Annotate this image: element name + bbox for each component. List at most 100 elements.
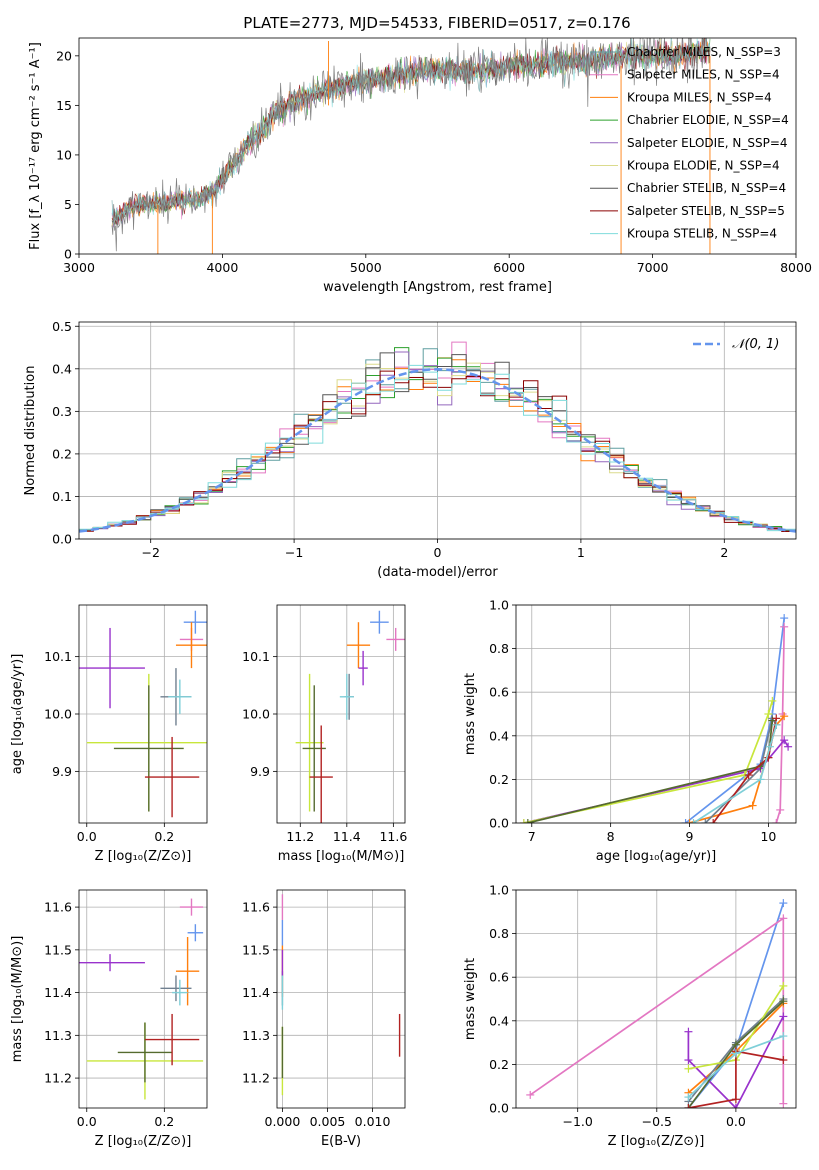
mass-vs-Z-ytick-label: 11.4	[44, 985, 72, 1000]
spectrum-xlabel: wavelength [Angstrom, rest frame]	[323, 280, 552, 295]
residuals-ytick-label: 0.2	[52, 446, 72, 461]
age-vs-mass-grid	[277, 605, 405, 823]
age-vs-mass-ytick-label: 9.9	[250, 764, 270, 779]
mass-vs-Z-xtick-label: 0.2	[154, 1114, 174, 1129]
age-vs-mass-xtick-label: 11.2	[286, 829, 314, 844]
mass-vs-Z-ytick-label: 11.3	[44, 1028, 72, 1043]
weight-vs-Z-ytick-label: 0.4	[489, 1013, 509, 1028]
weight-vs-Z-xtick-label: −1.0	[563, 1114, 593, 1129]
weight-vs-age-grid	[516, 604, 796, 824]
weight-vs-age-panel: 7 8 9 10 0.0 0.2 0.4 0.6 0.8 1.0 age [log₁₀(age/yr…	[463, 598, 797, 864]
age-vs-Z-ytick-label: 10.1	[44, 649, 72, 664]
mass-vs-Z-ytick-label: 11.6	[44, 900, 72, 915]
weight-series-line	[685, 617, 786, 823]
weight-series-line	[688, 1050, 784, 1108]
mass-vs-ebv-xtick-label: 0.005	[310, 1114, 346, 1129]
weight-series-line	[775, 626, 786, 823]
weight-series-line	[523, 700, 774, 823]
weight-series-line	[523, 738, 789, 823]
mass-vs-ebv-ytick-label: 11.5	[242, 942, 270, 957]
weight-vs-Z-ytick-label: 0.8	[489, 926, 509, 941]
residual-histogram	[79, 347, 796, 531]
weight-vs-Z-panel: −1.0 −0.5 0.0 0.0 0.2 0.4 0.6 0.8 1.0 Z [log₁₀(Z/…	[463, 883, 797, 1149]
residuals-xtick-label: −1	[285, 545, 303, 560]
legend-entry: Kroupa MILES, N_SSP=4	[627, 90, 772, 104]
weight-vs-age-ytick-label: 0.4	[489, 728, 509, 743]
weight-vs-Z-ytick-label: 0.2	[489, 1057, 509, 1072]
weight-vs-age-xtick-label: 9	[686, 829, 694, 844]
legend-entry: Salpeter STELIB, N_SSP=5	[627, 204, 785, 218]
age-vs-Z-grid	[79, 605, 207, 823]
axes-frame	[78, 37, 797, 255]
age-vs-mass-xlabel: mass [log₁₀(M/M⊙)]	[278, 849, 405, 864]
mass-vs-ebv-ytick-label: 11.2	[242, 1071, 270, 1086]
residuals-ytick-label: 0.4	[52, 361, 72, 376]
weight-vs-Z-ytick-label: 1.0	[489, 883, 509, 898]
axes-frame	[276, 889, 406, 1109]
mass-vs-Z-ylabel: mass [log₁₀(M/M⊙)]	[10, 936, 25, 1063]
age-vs-mass-panel: 11.2 11.4 11.6 9.9 10.0 10.1 mass [log₁₀(M/M⊙)…	[242, 604, 407, 864]
residuals-ytick-label: 0.3	[52, 404, 72, 419]
residuals-ylabel: Normed distribution	[23, 366, 38, 496]
age-vs-Z-ytick-label: 9.9	[52, 764, 72, 779]
age-vs-Z-xtick-label: 0.0	[77, 829, 97, 844]
legend-entry: 𝒩(0, 1)	[732, 337, 779, 352]
weight-series-line	[689, 715, 785, 823]
weight-vs-age-xtick-label: 10	[760, 829, 776, 844]
age-vs-Z-panel: 0.0 0.2 9.9 10.0 10.1 Z [log₁₀(Z/Z⊙)] age [log…	[10, 604, 208, 864]
age-vs-mass-plot-area	[295, 610, 405, 823]
residuals-plot-area	[79, 341, 796, 533]
spectrum-xtick-label: 5000	[350, 260, 382, 275]
weight-vs-age-ytick-label: 1.0	[489, 598, 509, 613]
mass-vs-Z-ytick-label: 11.5	[44, 942, 72, 957]
mass-vs-Z-panel: 0.0 0.2 11.2 11.3 11.4 11.5 11.6 Z [log₁₀(Z/Z⊙)…	[10, 889, 208, 1149]
spectrum-xtick-label: 4000	[206, 260, 238, 275]
spectrum-ytick-label: 10	[56, 147, 72, 162]
spectrum-xtick-label: 3000	[63, 260, 95, 275]
spectrum-plot-area	[111, 38, 711, 254]
weight-vs-age-xtick-label: 8	[607, 829, 615, 844]
age-vs-Z-ytick-label: 10.0	[44, 707, 72, 722]
mass-vs-ebv-ytick-label: 11.6	[242, 900, 270, 915]
mass-vs-Z-ytick-label: 11.2	[44, 1071, 72, 1086]
weight-vs-age-ytick-label: 0.8	[489, 641, 509, 656]
weight-series-line	[693, 724, 778, 823]
residuals-ytick-label: 0.5	[52, 319, 72, 334]
age-vs-Z-ylabel: age [log₁₀(age/yr)]	[10, 654, 25, 775]
residuals-xtick-label: 0	[434, 545, 442, 560]
weight-vs-Z-xtick-label: −0.5	[642, 1114, 672, 1129]
legend-entry: Chabrier STELIB, N_SSP=4	[627, 181, 786, 195]
legend-entry: Chabrier MILES, N_SSP=3	[627, 45, 781, 59]
mass-vs-Z-xlabel: Z [log₁₀(Z/Z⊙)]	[95, 1134, 192, 1149]
mass-vs-ebv-xtick-label: 0.000	[265, 1114, 301, 1129]
weight-vs-age-ytick-label: 0.2	[489, 772, 509, 787]
weight-vs-age-ylabel: mass weight	[463, 673, 478, 755]
axes-frame	[276, 604, 406, 824]
figure-title: PLATE=2773, MJD=54533, FIBERID=0517, z=0…	[243, 14, 630, 32]
weight-vs-age-ytick-label: 0.0	[489, 816, 509, 831]
axes-frame	[78, 321, 797, 540]
weight-vs-Z-ylabel: mass weight	[463, 958, 478, 1040]
spectrum-ytick-label: 0	[64, 247, 72, 262]
mass-vs-Z-plot-area	[79, 898, 204, 1100]
spectrum-series-line	[111, 38, 711, 252]
weight-vs-age-xlabel: age [log₁₀(age/yr)]	[596, 849, 717, 864]
residuals-ytick-label: 0.1	[52, 489, 72, 504]
spectrum-xtick-label: 7000	[637, 260, 669, 275]
mass-vs-ebv-ytick-label: 11.3	[242, 1028, 270, 1043]
residuals-xtick-label: 1	[577, 545, 585, 560]
spectrum-xtick-label: 8000	[780, 260, 812, 275]
residuals-xlabel: (data-model)/error	[377, 565, 498, 580]
weight-vs-age-ytick-label: 0.6	[489, 685, 509, 700]
age-vs-Z-xlabel: Z [log₁₀(Z/Z⊙)]	[95, 849, 192, 864]
spectrum-ylabel: Flux [f_λ 10⁻¹⁷ erg cm⁻² s⁻¹ A⁻¹]	[28, 42, 43, 250]
legend-entry: Salpeter ELODIE, N_SSP=4	[627, 136, 788, 150]
spectrum-xtick-label: 6000	[493, 260, 525, 275]
weight-vs-age-xtick-label: 7	[528, 829, 536, 844]
legend-entry: Kroupa STELIB, N_SSP=4	[627, 227, 777, 241]
mass-vs-ebv-xlabel: E(B-V)	[321, 1134, 361, 1149]
residuals-xtick-label: −2	[141, 545, 159, 560]
weight-vs-Z-ytick-label: 0.6	[489, 970, 509, 985]
weight-vs-Z-xtick-label: 0.0	[726, 1114, 746, 1129]
age-vs-mass-xtick-label: 11.6	[379, 829, 407, 844]
